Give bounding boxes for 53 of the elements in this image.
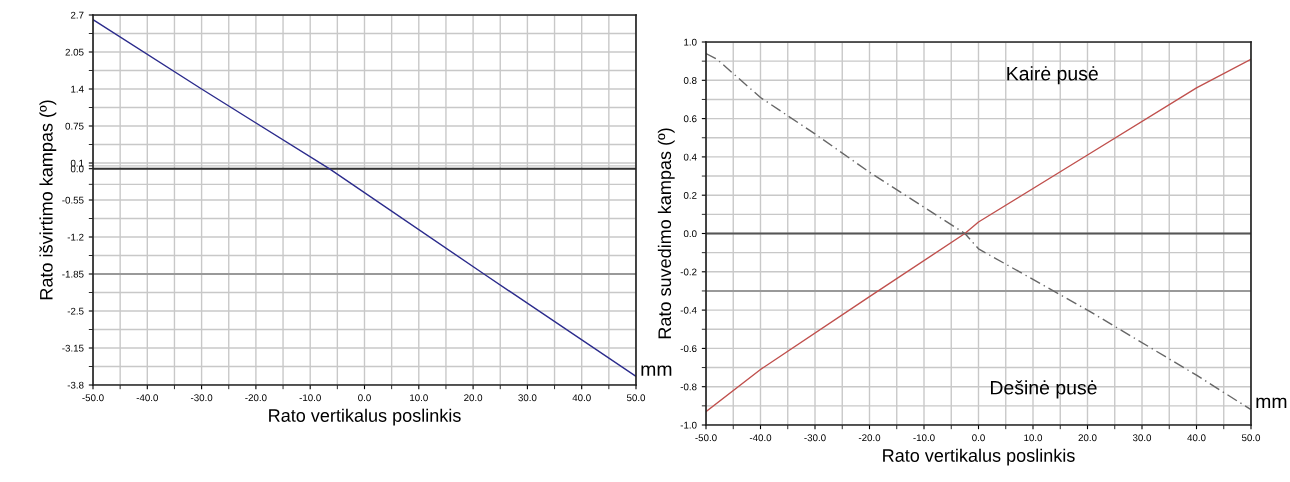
y-tick-label: -0.6 xyxy=(680,345,697,353)
x-axis-title: Rato vertikalus poslinkis xyxy=(269,408,461,426)
x-tick-label: 20.0 xyxy=(464,394,483,402)
y-tick-label: -3.15 xyxy=(62,344,84,352)
y-tick-label: 0.4 xyxy=(683,153,697,161)
annotation: mm xyxy=(641,365,672,376)
x-tick-label: 40.0 xyxy=(1187,434,1206,442)
x-tick-label: 30.0 xyxy=(518,394,537,402)
y-tick-label: -1.85 xyxy=(62,270,84,278)
y-axis-title: Rato išvirtimo kampas (º) xyxy=(39,100,57,300)
x-tick-label: -20.0 xyxy=(858,434,881,442)
x-tick-label: -40.0 xyxy=(136,394,158,402)
y-tick-label: 2.05 xyxy=(65,48,84,56)
x-tick-label: 50.0 xyxy=(1241,434,1261,442)
x-tick-label: -30.0 xyxy=(190,394,213,402)
y-tick-label: 1.4 xyxy=(71,85,84,93)
y-tick-label: -0.4 xyxy=(680,306,697,314)
x-tick-label: 0.0 xyxy=(972,434,985,442)
y-tick-label: 0.6 xyxy=(683,115,697,123)
x-tick-label: -30.0 xyxy=(804,434,826,442)
y-tick-label: -1.2 xyxy=(67,233,84,241)
y-tick-label: -0.2 xyxy=(680,268,697,276)
x-tick-label: 20.0 xyxy=(1078,434,1097,442)
x-tick-label: -50.0 xyxy=(82,394,104,402)
y-tick-label: 2.7 xyxy=(70,11,84,19)
y-tick-label: -3.8 xyxy=(67,381,84,389)
x-axis-title: Rato vertikalus poslinkis xyxy=(883,448,1075,466)
x-tick-label: 10.0 xyxy=(410,394,428,402)
x-tick-label: -10.0 xyxy=(913,434,935,442)
x-tick-label: 50.0 xyxy=(626,394,646,402)
y-tick-label: 0.2 xyxy=(683,191,697,199)
x-tick-label: 30.0 xyxy=(1132,434,1152,442)
y-tick-label: -1.0 xyxy=(680,421,697,429)
x-tick-label: 10.0 xyxy=(1024,434,1043,442)
y-tick-label: 0.8 xyxy=(683,77,697,84)
y-tick-label: 1.0 xyxy=(684,38,697,46)
x-tick-label: -20.0 xyxy=(245,394,267,402)
text: Dešinė pusė xyxy=(990,380,1097,399)
x-tick-label: 40.0 xyxy=(572,394,591,402)
y-tick-label: -0.8 xyxy=(680,383,697,391)
x-tick-label: 0.0 xyxy=(358,394,371,402)
text: Kairė pusė xyxy=(1007,66,1098,85)
y-tick-label: 0.75 xyxy=(65,122,84,130)
y-tick-label: 0.1 xyxy=(70,159,84,167)
x-tick-label: -50.0 xyxy=(695,434,717,442)
x-tick-label: -10.0 xyxy=(299,394,321,402)
annotation: mm xyxy=(1256,397,1287,409)
y-axis-title: Rato suvedimo kampas (º) xyxy=(657,128,675,339)
x-tick-label: -40.0 xyxy=(749,434,772,442)
y-tick-label: 0.0 xyxy=(70,165,84,173)
y-tick-label: -2.5 xyxy=(67,307,84,315)
y-tick-label: 0.0 xyxy=(683,230,697,238)
y-tick-label: -0.55 xyxy=(62,196,84,204)
